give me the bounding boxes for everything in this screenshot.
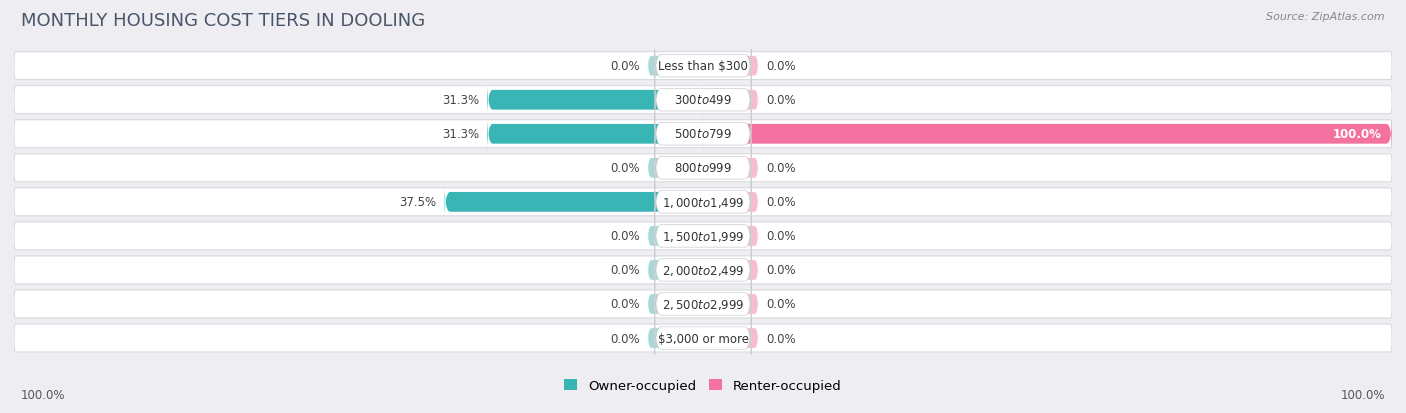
Text: 100.0%: 100.0%: [1333, 128, 1382, 141]
Text: 100.0%: 100.0%: [21, 388, 66, 401]
Text: 0.0%: 0.0%: [766, 60, 796, 73]
FancyBboxPatch shape: [703, 294, 758, 314]
Text: $1,500 to $1,999: $1,500 to $1,999: [662, 229, 744, 243]
Text: $1,000 to $1,499: $1,000 to $1,499: [662, 195, 744, 209]
FancyBboxPatch shape: [655, 81, 751, 120]
FancyBboxPatch shape: [14, 290, 1392, 318]
Text: 0.0%: 0.0%: [766, 162, 796, 175]
FancyBboxPatch shape: [488, 117, 703, 152]
Text: 100.0%: 100.0%: [1340, 388, 1385, 401]
FancyBboxPatch shape: [648, 294, 703, 314]
Text: 0.0%: 0.0%: [766, 94, 796, 107]
Text: $2,000 to $2,499: $2,000 to $2,499: [662, 263, 744, 277]
FancyBboxPatch shape: [703, 117, 1392, 152]
FancyBboxPatch shape: [14, 223, 1392, 250]
FancyBboxPatch shape: [703, 328, 758, 348]
Text: $2,500 to $2,999: $2,500 to $2,999: [662, 297, 744, 311]
FancyBboxPatch shape: [648, 159, 703, 178]
Text: Less than $300: Less than $300: [658, 60, 748, 73]
FancyBboxPatch shape: [14, 188, 1392, 216]
Text: 0.0%: 0.0%: [610, 298, 640, 311]
Text: 0.0%: 0.0%: [610, 264, 640, 277]
Text: 0.0%: 0.0%: [766, 196, 796, 209]
Text: 0.0%: 0.0%: [766, 264, 796, 277]
Text: 31.3%: 31.3%: [441, 94, 479, 107]
FancyBboxPatch shape: [655, 47, 751, 86]
FancyBboxPatch shape: [703, 159, 758, 178]
FancyBboxPatch shape: [703, 192, 758, 212]
FancyBboxPatch shape: [703, 57, 758, 76]
Text: 0.0%: 0.0%: [766, 230, 796, 243]
FancyBboxPatch shape: [14, 52, 1392, 81]
FancyBboxPatch shape: [488, 83, 703, 118]
Text: 0.0%: 0.0%: [766, 298, 796, 311]
FancyBboxPatch shape: [655, 217, 751, 256]
FancyBboxPatch shape: [444, 185, 703, 220]
FancyBboxPatch shape: [648, 226, 703, 246]
Text: $300 to $499: $300 to $499: [673, 94, 733, 107]
FancyBboxPatch shape: [703, 226, 758, 246]
Text: 0.0%: 0.0%: [610, 162, 640, 175]
FancyBboxPatch shape: [14, 87, 1392, 114]
FancyBboxPatch shape: [14, 154, 1392, 182]
Text: $500 to $799: $500 to $799: [673, 128, 733, 141]
Legend: Owner-occupied, Renter-occupied: Owner-occupied, Renter-occupied: [560, 374, 846, 397]
FancyBboxPatch shape: [655, 183, 751, 222]
Text: 31.3%: 31.3%: [441, 128, 479, 141]
FancyBboxPatch shape: [703, 90, 758, 110]
FancyBboxPatch shape: [703, 261, 758, 280]
FancyBboxPatch shape: [14, 324, 1392, 352]
FancyBboxPatch shape: [14, 256, 1392, 284]
Text: 0.0%: 0.0%: [766, 332, 796, 345]
FancyBboxPatch shape: [655, 319, 751, 358]
Text: 0.0%: 0.0%: [610, 230, 640, 243]
FancyBboxPatch shape: [655, 115, 751, 154]
Text: $800 to $999: $800 to $999: [673, 162, 733, 175]
FancyBboxPatch shape: [655, 251, 751, 290]
FancyBboxPatch shape: [14, 121, 1392, 148]
FancyBboxPatch shape: [648, 261, 703, 280]
Text: $3,000 or more: $3,000 or more: [658, 332, 748, 345]
Text: Source: ZipAtlas.com: Source: ZipAtlas.com: [1267, 12, 1385, 22]
FancyBboxPatch shape: [655, 149, 751, 188]
Text: 0.0%: 0.0%: [610, 332, 640, 345]
Text: 0.0%: 0.0%: [610, 60, 640, 73]
FancyBboxPatch shape: [655, 285, 751, 324]
Text: MONTHLY HOUSING COST TIERS IN DOOLING: MONTHLY HOUSING COST TIERS IN DOOLING: [21, 12, 425, 30]
FancyBboxPatch shape: [648, 57, 703, 76]
Text: 37.5%: 37.5%: [399, 196, 436, 209]
FancyBboxPatch shape: [648, 328, 703, 348]
